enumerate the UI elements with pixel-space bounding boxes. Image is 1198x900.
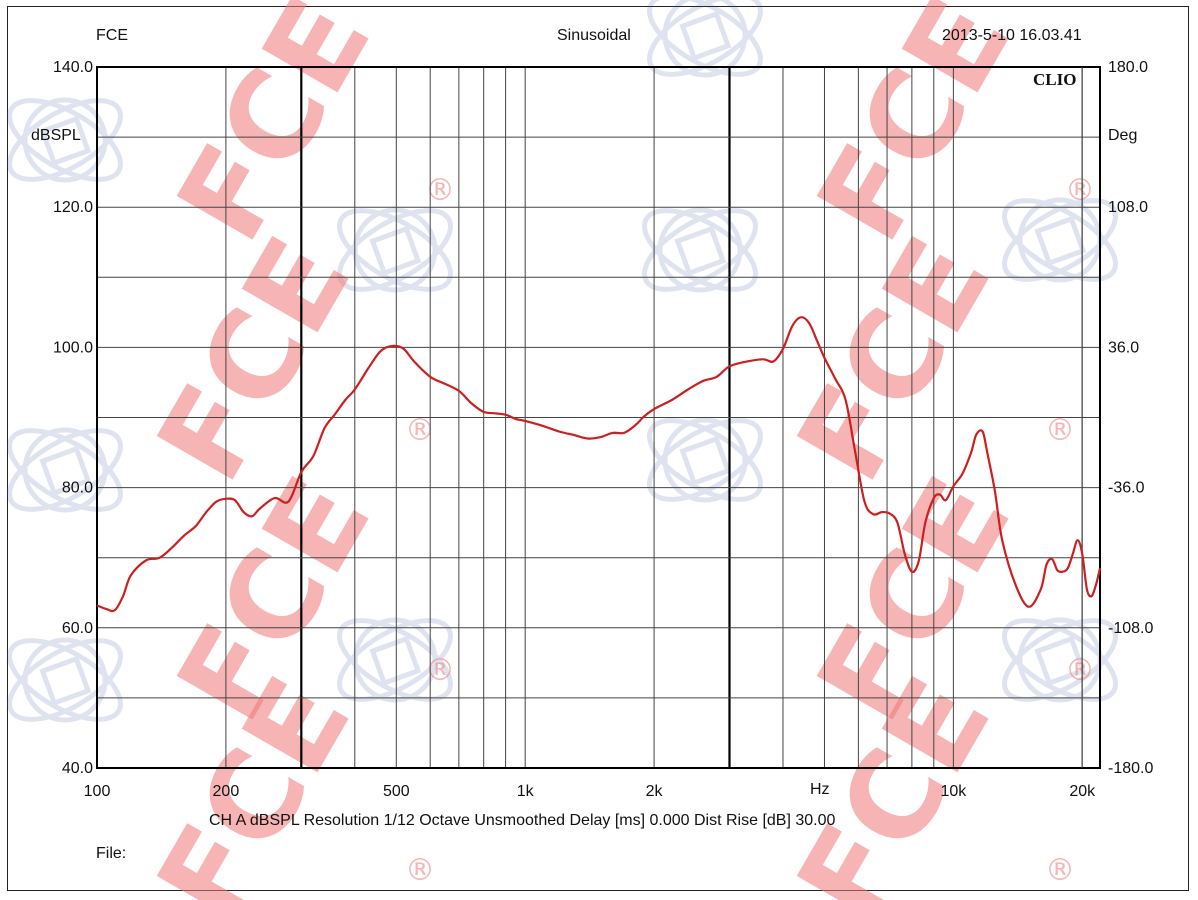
grid [96,67,1100,768]
x-tick-label: 2k [646,783,664,800]
x-tick-label: 200 [213,783,240,800]
y2-tick-label: 180.0 [1108,59,1148,76]
y-axis-unit-label: dBSPL [31,127,81,144]
clio-logo-text: CLIO [1033,70,1077,89]
y-tick-label: 120.0 [53,199,93,216]
plot-border [96,66,1101,769]
plot-window-frame [7,6,1189,891]
y2-axis-unit-label: Deg [1108,127,1138,144]
file-label: File: [96,845,127,862]
y-tick-label: 100.0 [53,339,93,356]
x-tick-label: 20k [1069,783,1096,800]
y2-tick-label: -108.0 [1108,620,1153,637]
header-left: FCE [96,27,128,44]
header-center: Sinusoidal [557,27,631,44]
y-tick-label: 40.0 [62,760,93,777]
y2-tick-label: 108.0 [1108,199,1148,216]
x-tick-label: 100 [84,783,111,800]
y-tick-label: 140.0 [53,59,93,76]
y2-tick-label: -180.0 [1108,760,1153,777]
x-tick-label: 10k [940,783,967,800]
x-axis-unit-label: Hz [810,781,830,798]
x-tick-label: 500 [383,783,410,800]
y2-tick-label: -36.0 [1108,480,1145,497]
header-right: 2013-5-10 16.03.41 [942,27,1082,44]
y2-tick-label: 36.0 [1108,339,1139,356]
spl-response-line [96,316,1102,613]
y-tick-label: 80.0 [62,480,93,497]
x-tick-label: 1k [517,783,535,800]
measurement-info: CH A dBSPL Resolution 1/12 Octave Unsmoo… [209,812,836,829]
y-tick-label: 60.0 [62,620,93,637]
